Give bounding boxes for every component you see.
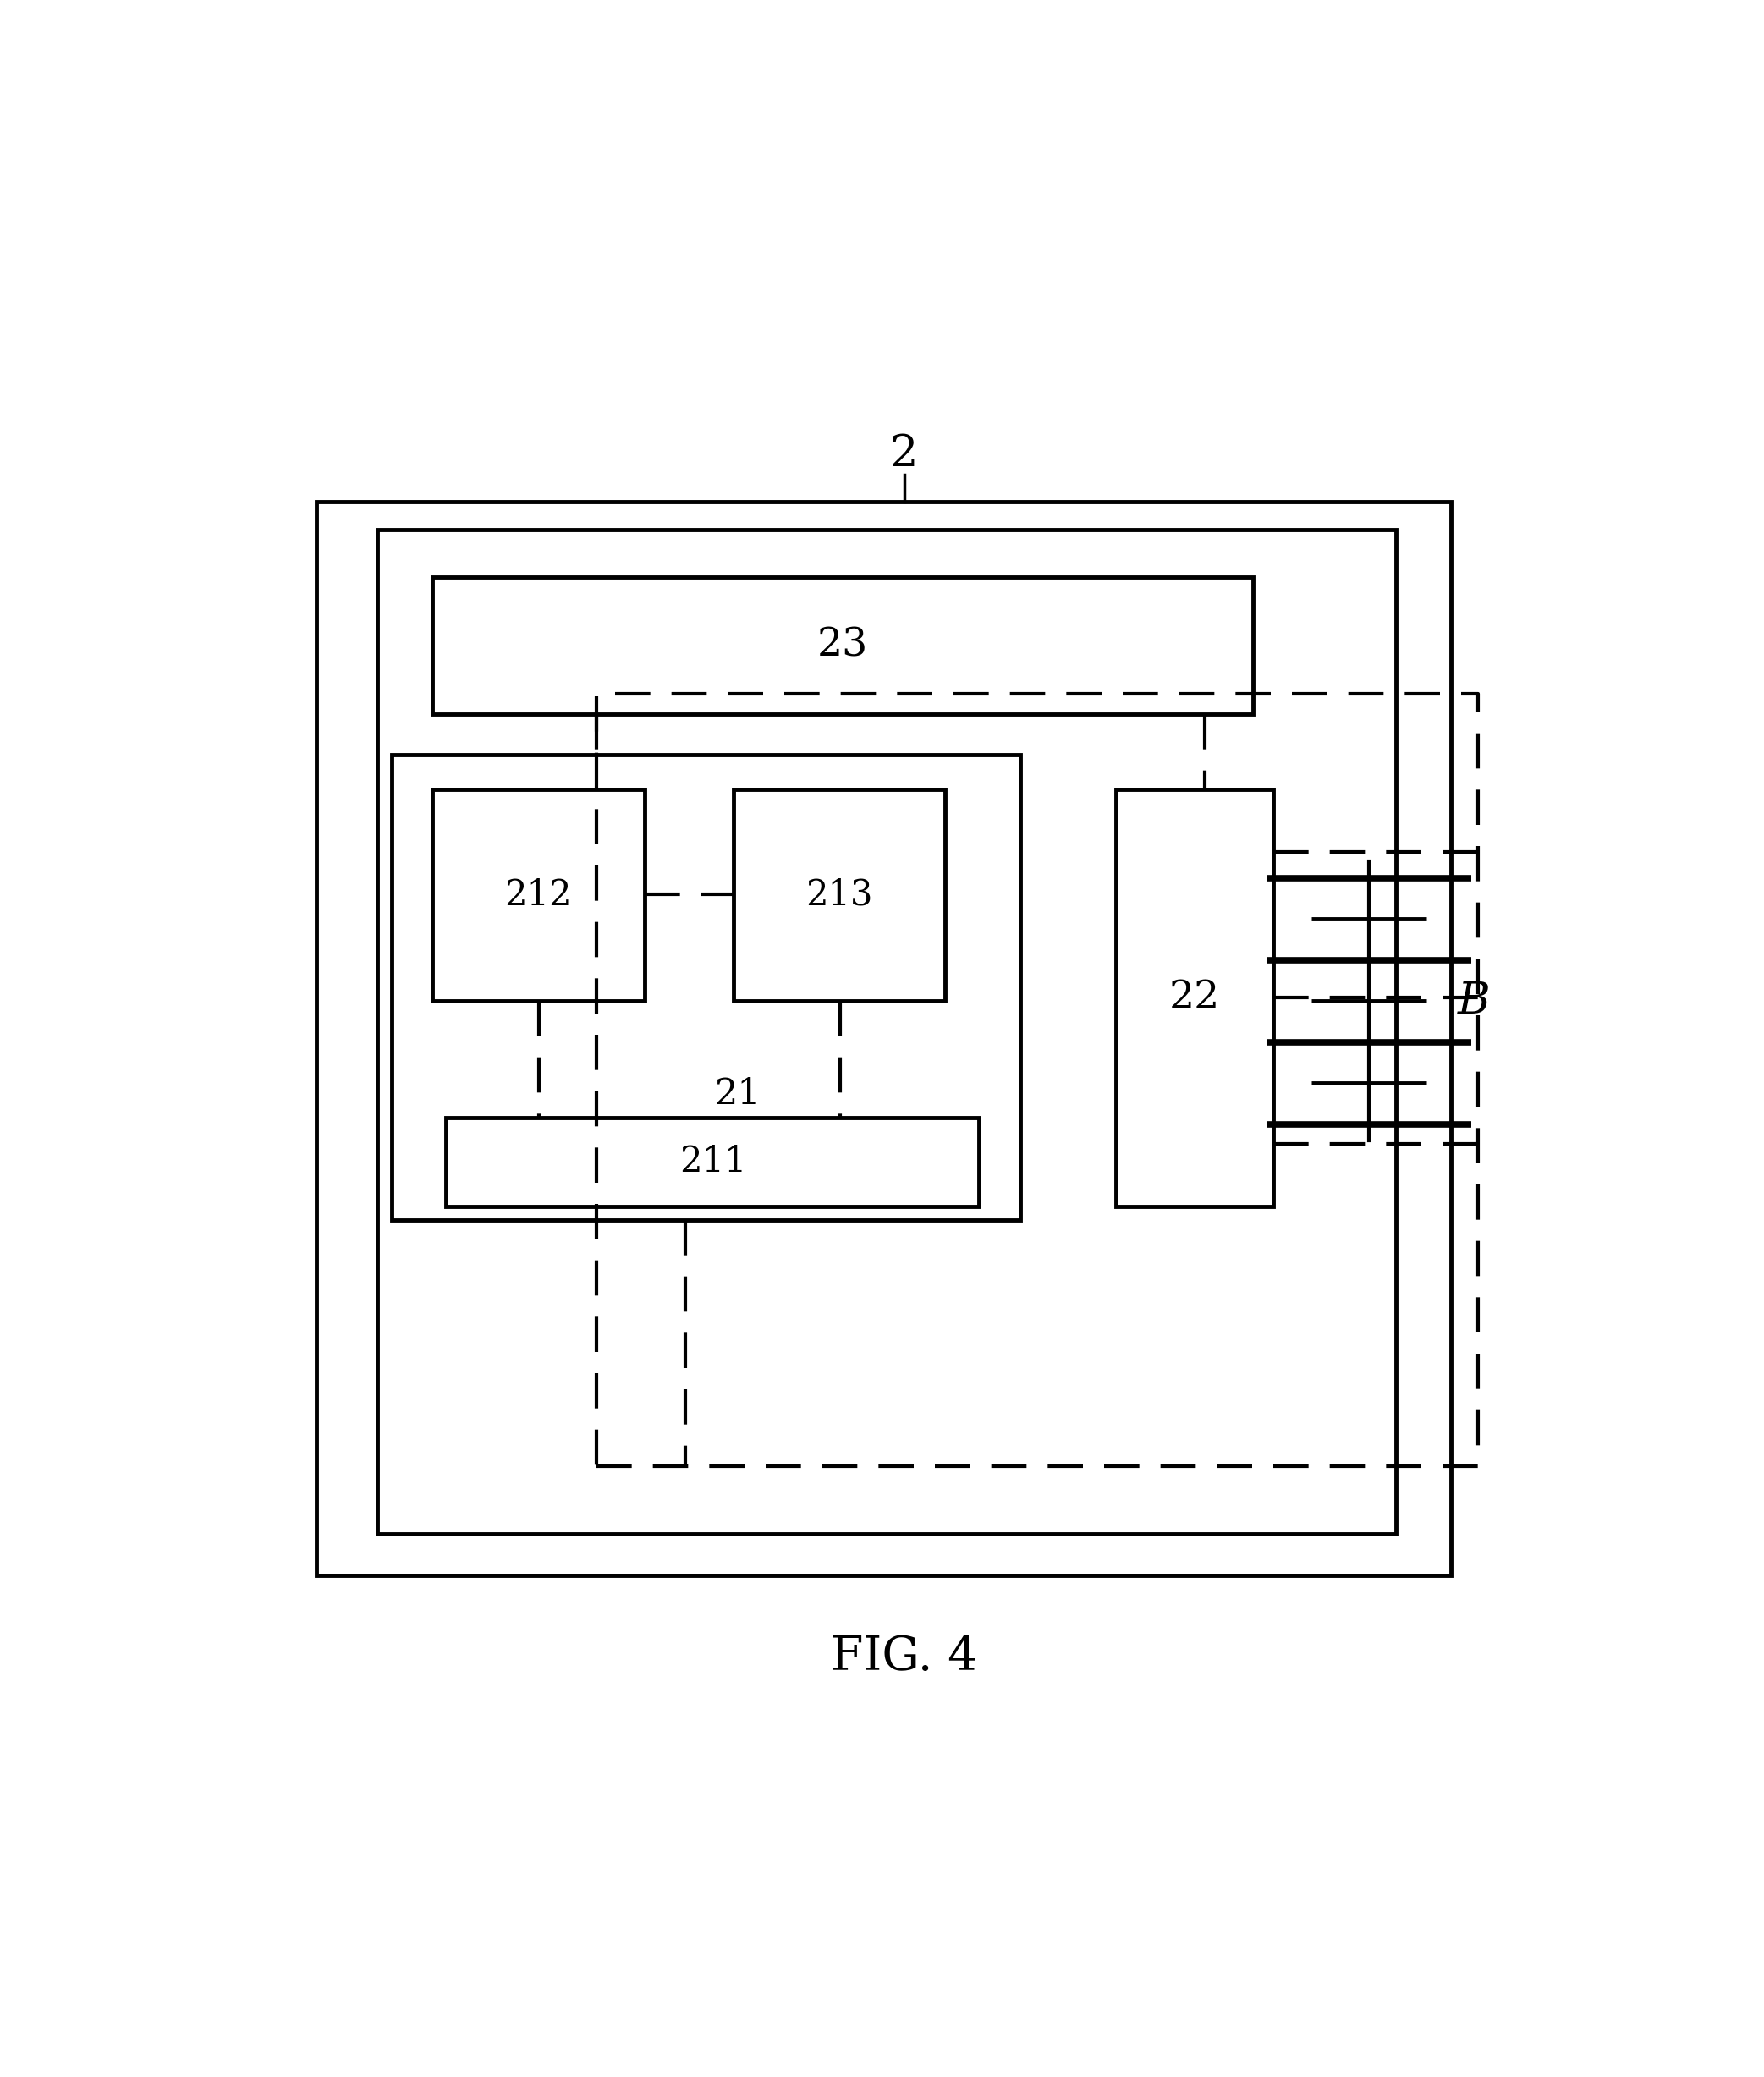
- Bar: [377, 530, 1397, 1535]
- Bar: [734, 789, 946, 1001]
- Text: 21: 21: [714, 1076, 760, 1111]
- Bar: [432, 577, 1252, 714]
- Bar: [316, 503, 1450, 1574]
- Text: 211: 211: [679, 1144, 746, 1180]
- Text: FIG. 4: FIG. 4: [831, 1635, 977, 1680]
- Text: 23: 23: [817, 627, 868, 665]
- Bar: [1117, 789, 1274, 1207]
- Text: 22: 22: [1170, 978, 1221, 1018]
- Text: 212: 212: [505, 876, 572, 914]
- Bar: [392, 754, 1020, 1219]
- Bar: [446, 1117, 979, 1207]
- Text: B: B: [1457, 980, 1491, 1022]
- Text: 213: 213: [806, 876, 873, 914]
- Bar: [432, 789, 644, 1001]
- Text: 2: 2: [889, 432, 919, 476]
